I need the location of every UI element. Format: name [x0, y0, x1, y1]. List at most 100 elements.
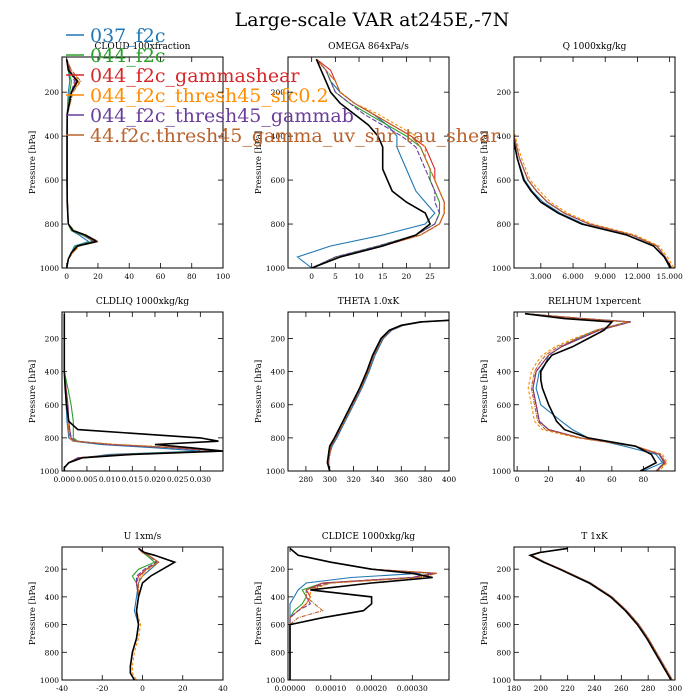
- y-axis-label: Pressure [hPa]: [28, 582, 38, 645]
- series-line-1: [129, 548, 160, 680]
- x-tick-label: 280: [641, 684, 656, 693]
- series-line-7: [65, 59, 99, 268]
- panel-9: 180 200 220 240 260 280 300 200 400 600 800 1000 Pre…: [480, 532, 682, 693]
- x-tick-label: 9.000: [594, 272, 616, 281]
- series-line-2: [529, 547, 673, 680]
- legend-item-3: 044_f2c_gammashear: [66, 65, 300, 87]
- series-line-7: [311, 58, 432, 268]
- y-tick-label: 200: [497, 565, 512, 574]
- series-line-2: [514, 132, 673, 268]
- panel-8: 0.00000 0.00010 0.00020 0.00030 200 400 600 800…: [254, 532, 450, 693]
- x-tick-label: 40: [576, 475, 586, 484]
- y-tick-label: 800: [45, 434, 60, 443]
- series-group: [514, 127, 675, 268]
- y-tick-label: 1000: [492, 467, 511, 476]
- y-axis-label: Pressure [hPa]: [480, 131, 490, 194]
- series-group: [524, 312, 668, 471]
- panel-6: 0 20 40 60 80 200 400 600 800 1000 Pressure [hPa] R…: [480, 297, 676, 484]
- x-tick-label: 100: [216, 272, 231, 281]
- y-tick-label: 400: [497, 132, 512, 141]
- legend-label: 44.f2c.thresh45_gamma_uv_shr_tau_shear: [90, 125, 501, 147]
- plot-frame: [61, 56, 224, 269]
- series-group: [527, 547, 673, 680]
- series-group: [129, 547, 177, 680]
- x-tick-label: 5: [333, 272, 338, 281]
- plot-frame: [513, 56, 676, 269]
- series-line-2: [129, 548, 156, 680]
- panel-title: T 1xK: [581, 532, 608, 542]
- x-tick-label: 220: [561, 684, 576, 693]
- y-tick-label: 200: [497, 88, 512, 97]
- series-line-6: [529, 547, 673, 680]
- series-group: [326, 319, 449, 471]
- panel-1: 0 20 40 60 80 100 200 400 600 800 1000 Pressure [hP…: [28, 42, 230, 281]
- y-tick-label: 1000: [266, 676, 285, 685]
- series-line-1: [524, 313, 664, 471]
- x-tick-label: 0.000: [54, 475, 76, 484]
- x-tick-label: 200: [534, 684, 549, 693]
- series-line-1: [514, 138, 671, 268]
- series-line-3: [524, 313, 667, 471]
- legend-label: 044_f2c_thresh45_gammab: [90, 105, 354, 127]
- y-tick-label: 800: [271, 648, 286, 657]
- series-line-4: [529, 547, 673, 680]
- x-tick-label: 0.005: [76, 475, 98, 484]
- panel-title: Q 1000xkg/kg: [563, 42, 627, 52]
- y-tick-label: 800: [45, 220, 60, 229]
- y-tick-label: 800: [497, 434, 512, 443]
- figure-title: Large-scale VAR at245E,-7N: [235, 9, 510, 31]
- series-line-7: [129, 547, 177, 680]
- legend-item-5: 044_f2c_thresh45_gammab: [66, 105, 354, 127]
- x-tick-label: 320: [346, 475, 361, 484]
- y-axis-label: Pressure [hPa]: [28, 360, 38, 423]
- y-tick-label: 400: [497, 593, 512, 602]
- x-tick-label: 60: [156, 272, 166, 281]
- legend-label: 037_f2c: [90, 25, 166, 47]
- x-tick-label: 80: [187, 272, 197, 281]
- y-tick-label: 600: [271, 401, 286, 410]
- series-line-7: [524, 312, 658, 471]
- x-tick-label: 12.000: [624, 272, 650, 281]
- y-tick-label: 600: [271, 621, 286, 630]
- x-tick-label: 0.00020: [356, 684, 387, 693]
- panel-title: CLDICE 1000xkg/kg: [322, 532, 416, 542]
- legend-item-2: 044_f2c: [66, 45, 166, 67]
- y-tick-label: 1000: [266, 467, 285, 476]
- x-tick-label: 260: [614, 684, 629, 693]
- panel-title: CLDLIQ 1000xkg/kg: [96, 297, 190, 307]
- x-tick-label: 20: [402, 272, 412, 281]
- panel-2: 0 5 10 15 20 25 200 400 600 800 1000 Pressure [hPa]…: [254, 42, 450, 281]
- x-tick-label: 0.00010: [315, 684, 346, 693]
- x-tick-label: 300: [668, 684, 683, 693]
- x-tick-label: 0.010: [99, 475, 121, 484]
- panel-4: 0.000 0.005 0.010 0.015 0.020 0.025 0.030 200 40…: [28, 297, 224, 484]
- legend-label: 044_f2c_thresh45_sfc0.2: [90, 85, 329, 107]
- y-tick-label: 1000: [40, 467, 59, 476]
- panel-title: U 1xm/s: [124, 532, 162, 542]
- plot-frame: [513, 311, 676, 472]
- x-tick-label: 300: [323, 475, 338, 484]
- y-axis-label: Pressure [hPa]: [254, 131, 264, 194]
- y-tick-label: 600: [497, 621, 512, 630]
- series-group: [296, 58, 445, 268]
- y-tick-label: 200: [497, 335, 512, 344]
- series-line-6: [63, 313, 223, 471]
- series-line-6: [129, 548, 160, 680]
- y-tick-label: 200: [45, 565, 60, 574]
- x-tick-label: 20: [544, 475, 554, 484]
- y-tick-label: 200: [271, 88, 286, 97]
- x-tick-label: 10: [354, 272, 364, 281]
- x-tick-label: 0.030: [190, 475, 212, 484]
- series-line-3: [514, 132, 673, 268]
- series-line-5: [327, 319, 449, 471]
- x-tick-label: 400: [442, 475, 457, 484]
- series-line-4: [311, 58, 445, 268]
- x-tick-label: 360: [394, 475, 409, 484]
- y-tick-label: 400: [45, 368, 60, 377]
- y-tick-label: 1000: [40, 676, 59, 685]
- y-tick-label: 1000: [492, 676, 511, 685]
- series-line-6: [311, 58, 445, 268]
- panel-title: CLOUD 100xfraction: [95, 42, 191, 52]
- plot-frame: [61, 311, 224, 472]
